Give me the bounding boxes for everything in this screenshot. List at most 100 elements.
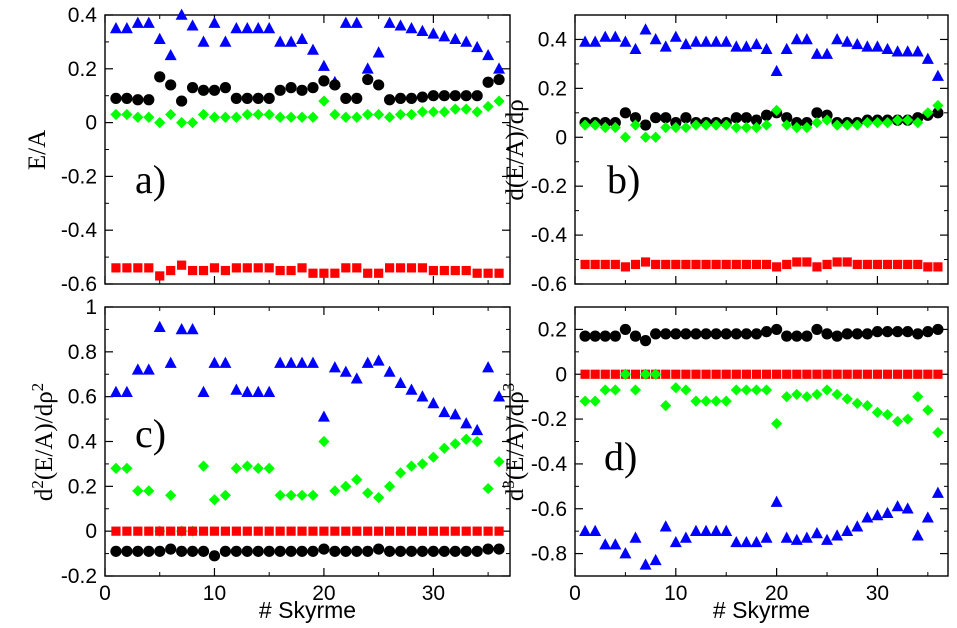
data-point-square — [731, 259, 741, 270]
data-point-triangle — [306, 356, 319, 368]
data-point-triangle — [350, 372, 363, 384]
data-point-diamond — [241, 460, 253, 472]
data-point-diamond — [165, 489, 177, 501]
data-point-diamond — [700, 119, 712, 131]
data-point-circle — [208, 550, 221, 562]
data-point-square — [439, 265, 449, 276]
data-point-triangle — [208, 16, 221, 28]
data-point-square — [406, 263, 417, 273]
y-axis-label: d(E/A)/dρ — [502, 99, 529, 200]
data-point-triangle — [639, 23, 652, 35]
y-axis-label: d3(E/A)/dρ3 — [499, 383, 529, 501]
data-point-square — [872, 369, 883, 379]
data-point-diamond — [730, 121, 742, 134]
data-point-diamond — [589, 395, 601, 407]
data-point-diamond — [639, 368, 652, 380]
data-point-square — [417, 263, 428, 273]
data-point-square — [701, 259, 711, 270]
data-point-triangle — [740, 535, 753, 548]
data-point-circle — [750, 328, 763, 340]
data-point-square — [892, 369, 903, 379]
data-point-triangle — [851, 520, 864, 532]
data-point-circle — [285, 82, 297, 94]
data-point-square — [231, 263, 241, 273]
data-point-square — [461, 526, 471, 536]
data-point-circle — [771, 323, 783, 336]
data-point-triangle — [609, 538, 622, 550]
data-point-circle — [912, 328, 924, 340]
y-tick-label: -0.4 — [531, 453, 568, 476]
y-tick-label: 0.2 — [538, 318, 567, 341]
panel-label: a) — [135, 157, 166, 202]
x-tick-label: 0 — [569, 582, 581, 605]
y-axis-label-part: (E/A)/dρ — [502, 391, 529, 480]
y-tick-label: 1 — [85, 296, 97, 319]
data-point-circle — [296, 545, 308, 557]
data-point-circle — [143, 545, 155, 557]
data-point-square — [610, 369, 620, 379]
data-point-square — [439, 526, 449, 536]
data-point-square — [177, 526, 187, 536]
y-axis-label: E/A — [24, 130, 51, 170]
y-tick-label: 0.4 — [68, 4, 98, 27]
data-point-diamond — [438, 106, 450, 118]
data-point-circle — [143, 94, 155, 106]
data-point-square — [308, 268, 318, 278]
data-point-diamond — [285, 111, 297, 123]
data-point-triangle — [810, 47, 823, 59]
y-axis-label-sup: 2 — [28, 383, 47, 392]
data-point-square — [923, 262, 933, 272]
data-point-triangle — [394, 19, 407, 31]
data-point-square — [144, 526, 154, 536]
data-point-square — [892, 259, 903, 270]
y-tick-label: 0 — [555, 126, 567, 149]
data-point-circle — [405, 92, 418, 104]
data-point-diamond — [811, 117, 823, 129]
series-square — [580, 257, 943, 272]
data-point-square — [933, 262, 943, 272]
data-point-square — [395, 263, 406, 273]
data-point-circle — [639, 119, 652, 131]
data-point-circle — [263, 92, 275, 104]
data-point-triangle — [164, 48, 177, 61]
data-point-triangle — [851, 37, 864, 50]
data-point-triangle — [750, 37, 763, 50]
data-point-square — [721, 259, 731, 270]
data-point-square — [220, 526, 231, 536]
data-point-diamond — [329, 485, 341, 497]
data-point-square — [220, 265, 231, 276]
data-point-diamond — [263, 462, 275, 474]
data-point-circle — [263, 545, 275, 557]
data-point-diamond — [438, 442, 450, 454]
data-point-triangle — [427, 27, 440, 39]
data-point-diamond — [416, 458, 429, 470]
x-tick-label: 10 — [203, 582, 226, 605]
data-point-triangle — [589, 524, 602, 536]
data-point-diamond — [881, 409, 894, 421]
data-point-diamond — [670, 121, 682, 134]
data-point-square — [721, 369, 731, 379]
axes-frame — [104, 14, 511, 285]
data-point-square — [772, 369, 782, 379]
data-point-triangle — [372, 354, 385, 366]
data-point-diamond — [750, 384, 763, 396]
data-point-circle — [932, 323, 944, 336]
data-point-circle — [394, 92, 407, 104]
data-point-diamond — [307, 111, 319, 123]
y-tick-label: 0.2 — [68, 475, 97, 498]
data-point-square — [802, 257, 812, 267]
data-point-circle — [165, 543, 177, 555]
data-point-triangle — [120, 22, 133, 34]
data-point-diamond — [902, 413, 914, 425]
x-tick-label: 20 — [765, 582, 788, 605]
data-point-circle — [922, 326, 934, 338]
data-point-circle — [730, 328, 742, 340]
data-point-circle — [186, 82, 199, 94]
data-point-diamond — [599, 384, 611, 396]
data-point-triangle — [821, 533, 834, 545]
data-point-triangle — [871, 509, 884, 521]
data-point-square — [842, 257, 852, 267]
data-point-square — [253, 263, 263, 273]
data-point-square — [428, 265, 438, 276]
data-point-diamond — [362, 487, 374, 499]
